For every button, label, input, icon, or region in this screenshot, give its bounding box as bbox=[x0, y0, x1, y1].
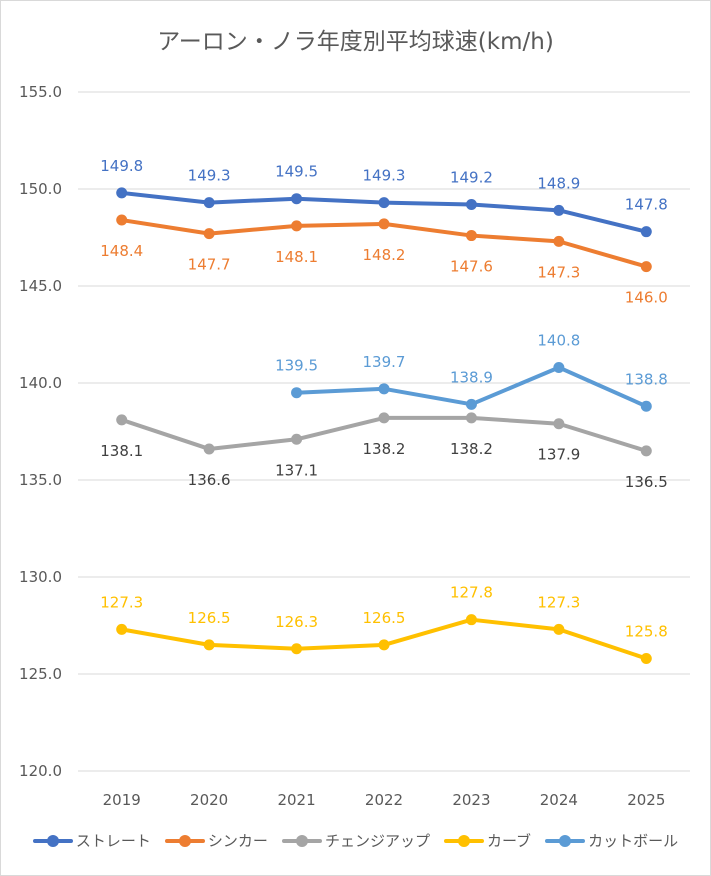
legend-label: シンカー bbox=[207, 832, 268, 850]
data-point bbox=[116, 623, 128, 635]
data-point bbox=[378, 412, 390, 424]
data-label: 139.5 bbox=[275, 357, 318, 375]
data-label: 136.5 bbox=[625, 473, 668, 491]
data-point bbox=[553, 204, 565, 216]
data-point bbox=[465, 412, 477, 424]
data-label: 149.8 bbox=[100, 157, 143, 175]
data-point bbox=[116, 214, 128, 226]
data-point bbox=[116, 187, 128, 199]
y-tick-label: 145.0 bbox=[19, 277, 62, 295]
data-label: 127.3 bbox=[537, 593, 580, 611]
data-point bbox=[553, 623, 565, 635]
data-label: 127.3 bbox=[100, 593, 143, 611]
data-label: 149.5 bbox=[275, 163, 318, 181]
data-label: 139.7 bbox=[363, 353, 406, 371]
legend-label: カーブ bbox=[486, 832, 532, 850]
data-label: 138.2 bbox=[363, 440, 406, 458]
data-point bbox=[640, 652, 652, 664]
y-tick-label: 120.0 bbox=[19, 762, 62, 780]
legend-swatch bbox=[545, 834, 586, 847]
data-point bbox=[640, 226, 652, 238]
data-point bbox=[553, 361, 565, 373]
data-point bbox=[640, 400, 652, 412]
x-tick-label: 2020 bbox=[190, 791, 228, 809]
data-label: 137.1 bbox=[275, 461, 318, 479]
data-point bbox=[378, 218, 390, 230]
data-point bbox=[640, 261, 652, 273]
x-tick-label: 2025 bbox=[627, 791, 665, 809]
legend-label: ストレート bbox=[75, 832, 151, 850]
data-label: 127.8 bbox=[450, 584, 493, 602]
data-label: 146.0 bbox=[625, 289, 668, 307]
data-point bbox=[203, 639, 215, 651]
legend-swatch bbox=[443, 834, 484, 847]
x-tick-label: 2019 bbox=[103, 791, 141, 809]
data-point bbox=[203, 197, 215, 209]
data-point bbox=[291, 220, 303, 232]
data-label: 137.9 bbox=[537, 446, 580, 464]
legend: ストレート シンカー チェンジアップ カーブ カットボール bbox=[0, 830, 711, 851]
data-label: 138.9 bbox=[450, 368, 493, 386]
data-label: 136.6 bbox=[188, 471, 231, 489]
y-tick-label: 135.0 bbox=[19, 471, 62, 489]
data-label: 126.5 bbox=[188, 609, 231, 627]
data-point bbox=[291, 433, 303, 445]
data-point bbox=[116, 414, 128, 426]
legend-item: カットボール bbox=[545, 830, 678, 851]
data-label: 147.7 bbox=[188, 256, 231, 274]
data-point bbox=[553, 235, 565, 247]
y-tick-label: 150.0 bbox=[19, 180, 62, 198]
data-label: 126.5 bbox=[363, 609, 406, 627]
legend-item: チェンジアップ bbox=[281, 830, 430, 851]
y-tick-label: 155.0 bbox=[19, 83, 62, 101]
legend-item: カーブ bbox=[443, 830, 532, 851]
chart-title: アーロン・ノラ年度別平均球速(km/h) bbox=[157, 29, 554, 55]
data-label: 148.2 bbox=[363, 246, 406, 264]
data-label: 149.2 bbox=[450, 169, 493, 187]
y-tick-label: 140.0 bbox=[19, 374, 62, 392]
data-point bbox=[291, 193, 303, 205]
legend-item: ストレート bbox=[32, 830, 151, 851]
data-label: 138.8 bbox=[625, 370, 668, 388]
data-label: 125.8 bbox=[625, 622, 668, 640]
data-point bbox=[640, 445, 652, 457]
x-tick-label: 2023 bbox=[452, 791, 490, 809]
data-label: 147.6 bbox=[450, 258, 493, 276]
data-point bbox=[378, 383, 390, 395]
data-point bbox=[465, 199, 477, 211]
data-point bbox=[203, 228, 215, 240]
data-point bbox=[465, 230, 477, 242]
y-tick-label: 125.0 bbox=[19, 665, 62, 683]
data-point bbox=[553, 418, 565, 430]
legend-swatch bbox=[281, 834, 322, 847]
x-tick-label: 2022 bbox=[365, 791, 403, 809]
legend-label: カットボール bbox=[588, 832, 679, 850]
data-label: 140.8 bbox=[537, 331, 580, 349]
legend-swatch bbox=[164, 834, 205, 847]
y-tick-label: 130.0 bbox=[19, 568, 62, 586]
data-label: 126.3 bbox=[275, 613, 318, 631]
data-point bbox=[378, 197, 390, 209]
data-point bbox=[465, 614, 477, 626]
data-point bbox=[291, 643, 303, 655]
data-label: 138.1 bbox=[100, 442, 143, 460]
data-label: 138.2 bbox=[450, 440, 493, 458]
data-label: 149.3 bbox=[363, 167, 406, 185]
legend-label: チェンジアップ bbox=[324, 832, 430, 850]
data-point bbox=[203, 443, 215, 455]
data-label: 148.9 bbox=[537, 174, 580, 192]
data-point bbox=[465, 398, 477, 410]
data-label: 148.4 bbox=[100, 242, 143, 260]
x-tick-label: 2024 bbox=[540, 791, 578, 809]
data-point bbox=[291, 387, 303, 399]
legend-swatch bbox=[32, 834, 73, 847]
data-point bbox=[378, 639, 390, 651]
data-label: 149.3 bbox=[188, 167, 231, 185]
data-label: 148.1 bbox=[275, 248, 318, 266]
legend-item: シンカー bbox=[164, 830, 268, 851]
data-label: 147.3 bbox=[537, 263, 580, 281]
data-label: 147.8 bbox=[625, 196, 668, 214]
x-tick-label: 2021 bbox=[277, 791, 315, 809]
